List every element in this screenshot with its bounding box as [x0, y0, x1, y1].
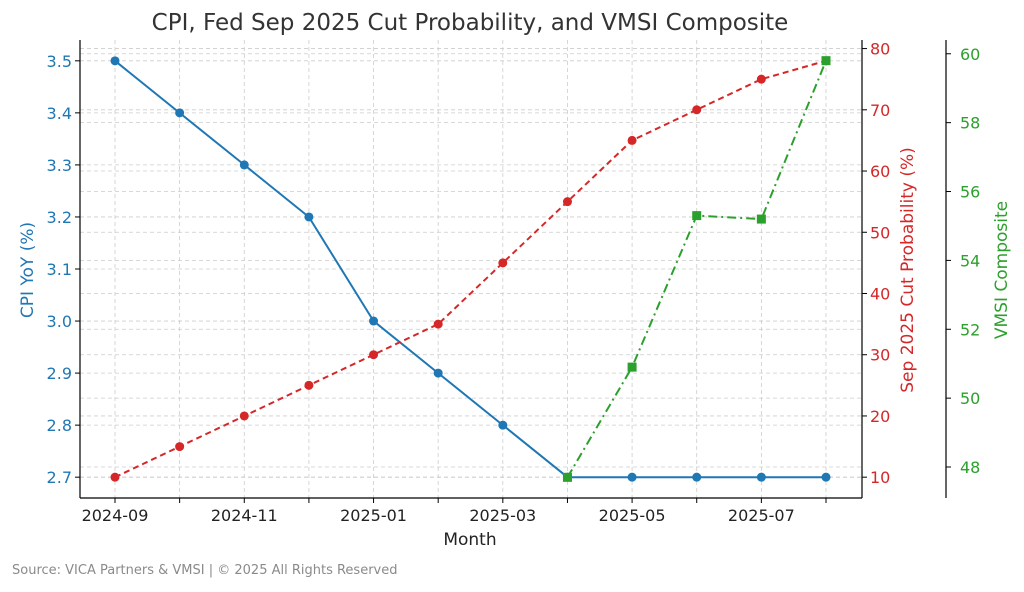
series-point-0 — [369, 316, 379, 326]
left-tick-label: 3.2 — [47, 208, 72, 227]
series-point-0 — [692, 472, 702, 482]
vmsi-tick-label: 52 — [960, 320, 980, 339]
series-point-1 — [239, 411, 249, 421]
vmsi-tick-label: 60 — [960, 45, 980, 64]
series-point-1 — [498, 258, 508, 268]
series-point-2 — [562, 472, 572, 482]
grid — [80, 40, 862, 498]
x-axis-label: Month — [443, 530, 496, 550]
axes: 2.7 2.8 2.9 3.0 3.1 3.2 3.3 3.4 3.5 10 20 30 40 50 60 7… — [47, 40, 981, 525]
series-point-1 — [433, 319, 443, 329]
x-tick-label: 2024-09 — [82, 506, 149, 525]
right-tick-label: 70 — [870, 101, 890, 120]
series-point-1 — [756, 74, 766, 84]
series-layer — [110, 56, 831, 482]
series-point-0 — [110, 56, 120, 66]
right-tick-label: 60 — [870, 162, 890, 181]
series-point-0 — [821, 472, 831, 482]
series-point-1 — [562, 197, 572, 207]
right-tick-label: 10 — [870, 468, 890, 487]
right-tick-label: 50 — [870, 223, 890, 242]
x-tick-label: 2024-11 — [211, 506, 278, 525]
series-line-1 — [114, 59, 827, 479]
right-axis-label: Sep 2025 Cut Probability (%) — [898, 147, 918, 393]
series-point-1 — [110, 472, 120, 482]
series-point-2 — [756, 214, 766, 224]
series-point-2 — [692, 211, 702, 221]
series-point-2 — [627, 362, 637, 372]
x-tick-label: 2025-05 — [599, 506, 666, 525]
series-point-1 — [304, 380, 314, 390]
vmsi-tick-label: 50 — [960, 389, 980, 408]
vmsi-tick-label: 48 — [960, 458, 980, 477]
series-point-0 — [498, 420, 508, 430]
left-axis-label: CPI YoY (%) — [18, 222, 38, 318]
chart-title: CPI, Fed Sep 2025 Cut Probability, and V… — [152, 10, 789, 36]
x-tick-label: 2025-03 — [469, 506, 536, 525]
series-point-0 — [175, 108, 185, 118]
vmsi-tick-label: 54 — [960, 251, 980, 270]
left-tick-label: 2.7 — [47, 468, 72, 487]
right-tick-label: 40 — [870, 284, 890, 303]
left-tick-label: 3.4 — [47, 104, 72, 123]
series-line-0 — [114, 60, 826, 479]
left-tick-label: 3.1 — [47, 260, 72, 279]
series-point-1 — [692, 105, 702, 115]
x-tick-label: 2025-01 — [340, 506, 407, 525]
left-tick-label: 2.9 — [47, 364, 72, 383]
right-tick-label: 80 — [870, 40, 890, 59]
left-tick-label: 3.0 — [47, 312, 72, 331]
series-point-0 — [304, 212, 314, 222]
vmsi-tick-label: 58 — [960, 114, 980, 133]
series-point-1 — [175, 442, 185, 452]
right-tick-label: 30 — [870, 346, 890, 365]
left-tick-label: 3.5 — [47, 52, 72, 71]
left-tick-label: 3.3 — [47, 156, 72, 175]
vmsi-axis-label: VMSI Composite — [992, 201, 1012, 339]
vmsi-tick-label: 56 — [960, 183, 980, 202]
series-point-0 — [433, 368, 443, 378]
series-point-0 — [756, 472, 766, 482]
series-point-2 — [821, 56, 831, 66]
x-tick-label: 2025-07 — [728, 506, 795, 525]
series-point-1 — [369, 350, 379, 360]
source-footer: Source: VICA Partners & VMSI | © 2025 Al… — [12, 563, 398, 578]
series-point-1 — [627, 135, 637, 145]
series-point-0 — [239, 160, 249, 170]
series-point-0 — [627, 472, 637, 482]
left-tick-label: 2.8 — [47, 416, 72, 435]
right-tick-label: 20 — [870, 407, 890, 426]
